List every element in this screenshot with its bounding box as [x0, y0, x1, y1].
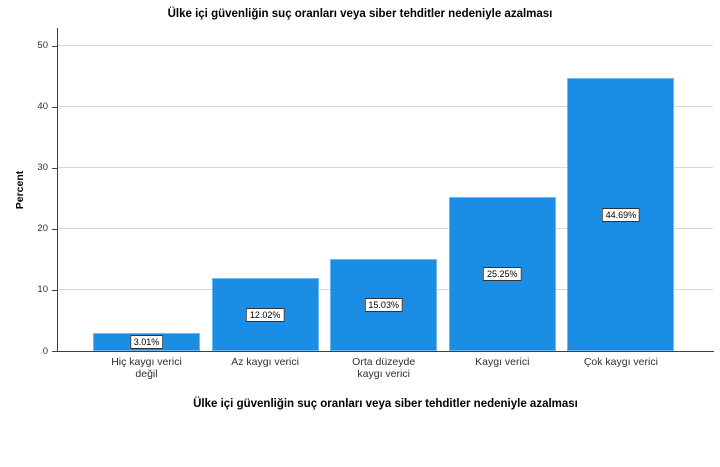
y-tick-label: 0: [42, 345, 48, 357]
bar: 44.69%: [567, 78, 675, 351]
x-category-label: Kaygı verici: [437, 356, 567, 368]
y-gridline: [58, 45, 713, 47]
y-gridline: [58, 228, 713, 230]
chart-title: Ülke içi güvenliğin suç oranları veya si…: [167, 8, 553, 20]
bar-value-label: 44.69%: [601, 207, 641, 222]
x-category-label-line: kaygı verici: [357, 368, 410, 381]
x-category-label-line: Çok kaygı verici: [583, 356, 658, 368]
x-category-label-line: Az kaygı verici: [231, 356, 299, 368]
x-category-label-line: Hiç kaygı verici: [111, 356, 182, 368]
bar-value-label: 3.01%: [129, 335, 164, 349]
y-axis-title: Percent: [14, 170, 26, 210]
y-axis-line: [56, 28, 58, 352]
x-category-label-line: Kaygı verici: [475, 356, 530, 368]
x-category-label: Orta düzeyde kaygı verici: [319, 356, 449, 380]
y-tick-label: 40: [37, 101, 48, 113]
y-tick-mark: [51, 106, 58, 108]
y-tick-label: 20: [37, 223, 48, 235]
bar: 3.01%: [93, 333, 200, 351]
x-category-label-line: Orta düzeyde: [352, 356, 416, 368]
y-gridline: [58, 106, 713, 108]
bar-value-label: 12.02%: [245, 307, 285, 322]
bar: 12.02%: [211, 278, 319, 351]
x-category-label-line: değil: [135, 368, 158, 381]
x-category-label: Hiç kaygı verici değil: [82, 356, 212, 380]
bar: 25.25%: [448, 197, 556, 351]
x-axis-line: [56, 350, 714, 352]
x-category-label: Çok kaygı verici: [556, 356, 686, 368]
y-tick-mark: [51, 167, 58, 169]
y-tick-mark: [51, 289, 58, 291]
y-tick-label: 50: [37, 40, 48, 52]
bar-value-label: 25.25%: [483, 267, 522, 281]
x-category-label: Az kaygı verici: [200, 356, 330, 368]
y-gridline: [58, 167, 713, 169]
x-axis-title: Ülke içi güvenliğin suç oranları veya si…: [193, 398, 578, 410]
plot-area: 3.01% 12.02% 15.03% 25.25% 44.69%: [58, 28, 713, 351]
y-tick-label: 30: [37, 162, 48, 174]
bar: 15.03%: [330, 259, 438, 351]
y-tick-mark: [51, 228, 58, 230]
y-tick-mark: [51, 45, 58, 47]
y-tick-mark: [51, 351, 58, 352]
y-tick-label: 10: [37, 284, 48, 296]
bar-value-label: 15.03%: [364, 298, 403, 312]
